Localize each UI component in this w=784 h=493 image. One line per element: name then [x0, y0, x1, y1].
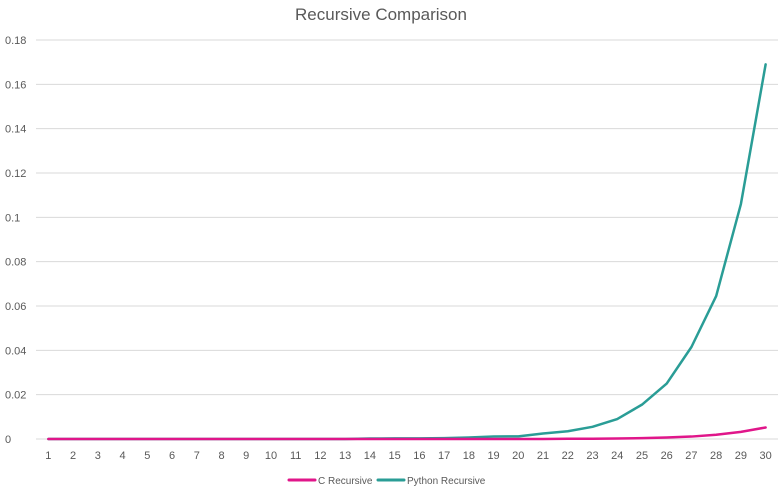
legend: C Recursive Python Recursive — [287, 476, 486, 487]
y-tick-label: 0.08 — [5, 257, 26, 269]
y-tick-label: 0.18 — [5, 35, 26, 47]
y-tick-label: 0.06 — [5, 301, 26, 313]
legend-label: Python Recursive — [407, 476, 486, 487]
y-tick-label: 0.1 — [5, 212, 20, 224]
x-tick-label: 9 — [243, 450, 249, 462]
x-tick-label: 27 — [685, 450, 697, 462]
x-tick-label: 3 — [95, 450, 101, 462]
x-tick-label: 10 — [265, 450, 277, 462]
y-tick-label: 0.14 — [5, 124, 26, 136]
x-tick-label: 29 — [735, 450, 747, 462]
x-tick-label: 19 — [487, 450, 499, 462]
x-tick-label: 1 — [45, 450, 51, 462]
series-line-c-recursive — [47, 426, 767, 441]
x-tick-label: 15 — [389, 450, 401, 462]
x-tick-label: 25 — [636, 450, 648, 462]
y-tick-label: 0.04 — [5, 345, 26, 357]
y-tick-label: 0.02 — [5, 390, 26, 402]
x-tick-label: 17 — [438, 450, 450, 462]
y-tick-label: 0.12 — [5, 168, 26, 180]
x-tick-label: 8 — [218, 450, 224, 462]
x-tick-label: 24 — [611, 450, 623, 462]
x-tick-label: 11 — [290, 450, 301, 462]
x-tick-label: 12 — [314, 450, 326, 462]
y-tick-label: 0.16 — [5, 79, 26, 91]
chart-title: Recursive Comparison — [295, 5, 467, 24]
x-tick-label: 20 — [512, 450, 524, 462]
y-axis-ticks: 0 0.02 0.04 0.06 0.08 0.1 0.12 0.14 0.16 0.18 — [5, 35, 26, 446]
x-tick-label: 28 — [710, 450, 722, 462]
series-line-python-recursive — [47, 63, 767, 441]
gridlines — [36, 39, 778, 440]
series-lines — [47, 63, 767, 441]
x-tick-label: 22 — [562, 450, 574, 462]
x-tick-label: 30 — [760, 450, 772, 462]
x-tick-label: 13 — [339, 450, 351, 462]
x-tick-label: 26 — [661, 450, 673, 462]
x-tick-label: 21 — [537, 450, 549, 462]
x-tick-label: 16 — [413, 450, 425, 462]
x-tick-label: 18 — [463, 450, 475, 462]
x-axis-ticks: 1 2 3 4 5 6 7 8 9 10 11 12 13 14 15 16 17 18 19 20 21 22 23 24 2… — [45, 450, 771, 462]
legend-label: C Recursive — [318, 476, 373, 487]
x-tick-label: 7 — [194, 450, 200, 462]
x-tick-label: 2 — [70, 450, 76, 462]
x-tick-label: 23 — [586, 450, 598, 462]
x-tick-label: 6 — [169, 450, 175, 462]
x-tick-label: 14 — [364, 450, 376, 462]
x-tick-label: 5 — [144, 450, 150, 462]
y-tick-label: 0 — [5, 434, 11, 446]
x-tick-label: 4 — [120, 450, 126, 462]
